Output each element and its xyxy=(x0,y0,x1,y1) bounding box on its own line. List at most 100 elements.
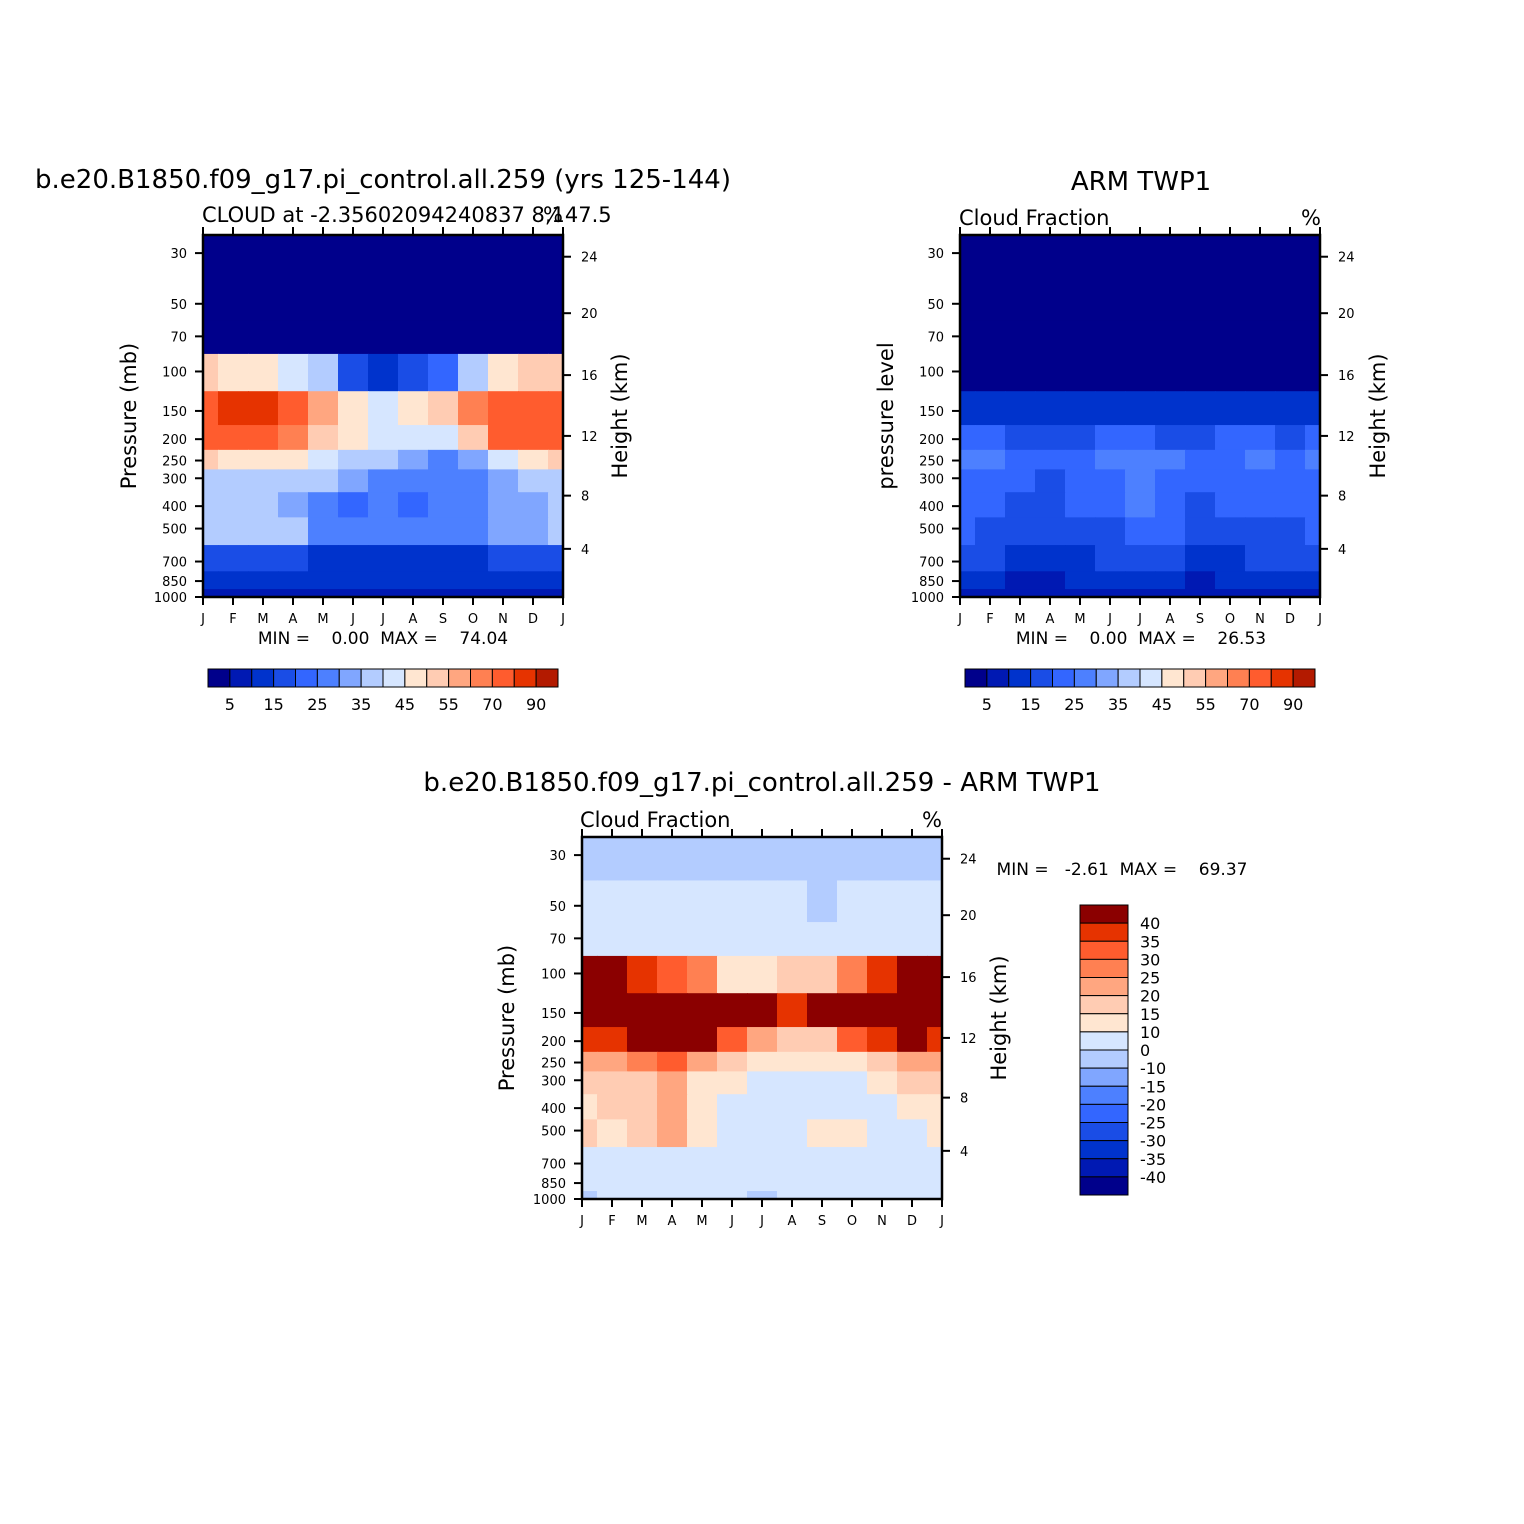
heatmap-cell xyxy=(975,571,1006,590)
panel-obs-stats: MIN = 0.00 MAX = 26.53 xyxy=(1016,629,1266,649)
heatmap-cell xyxy=(218,449,249,471)
heatmap-cell xyxy=(597,880,628,923)
panel-obs-subtitle-right: % xyxy=(1301,206,1321,230)
y-tick-label: 400 xyxy=(919,500,944,515)
heatmap-cell xyxy=(657,1051,688,1073)
heatmap-cell xyxy=(777,1173,808,1192)
y-tick-label: 1000 xyxy=(911,591,944,606)
heatmap-cell xyxy=(687,1119,718,1148)
heatmap-cell xyxy=(1155,449,1186,471)
colorbar-swatch xyxy=(1079,1085,1129,1105)
heatmap-cell xyxy=(278,320,309,355)
heatmap-cell xyxy=(597,837,628,882)
heatmap-cell xyxy=(398,589,429,597)
heatmap-cell xyxy=(1245,353,1276,393)
heatmap-cell xyxy=(1275,425,1306,451)
heatmap-cell xyxy=(960,517,976,546)
colorbar-label: 10 xyxy=(1140,1023,1160,1042)
heatmap-cell xyxy=(927,1173,942,1192)
heatmap-cell xyxy=(248,492,279,519)
heatmap-cell xyxy=(1125,425,1156,451)
heatmap-cell xyxy=(657,1027,688,1053)
heatmap-cell xyxy=(627,955,658,995)
heatmap-cell xyxy=(368,235,399,280)
colorbar-swatch xyxy=(1052,668,1075,688)
heatmap-cell xyxy=(1035,449,1066,471)
heatmap-cell xyxy=(278,589,309,597)
heatmap-cell xyxy=(747,955,778,995)
colorbar-swatch xyxy=(1183,668,1207,688)
heatmap-cell xyxy=(1035,469,1066,494)
y-tick-label: 70 xyxy=(549,932,566,947)
heatmap-cell xyxy=(927,1119,942,1148)
heatmap-cell xyxy=(1005,425,1036,451)
heatmap-cell xyxy=(867,1051,898,1073)
colorbar-label: 70 xyxy=(482,695,502,714)
colorbar-swatch xyxy=(1095,668,1119,688)
x-tick-label: A xyxy=(668,1214,677,1229)
heatmap-cell xyxy=(960,589,976,597)
heatmap-cell xyxy=(657,880,688,923)
heatmap-cell xyxy=(458,320,489,355)
heatmap-cell xyxy=(1305,571,1320,590)
colorbar-swatch xyxy=(986,668,1010,688)
heatmap-cell xyxy=(1275,235,1306,280)
heatmap-cell xyxy=(338,425,369,451)
x-tick-label: S xyxy=(1196,612,1204,627)
heatmap-cell xyxy=(218,320,249,355)
heatmap-cell xyxy=(867,1094,898,1121)
y-tick-label: 850 xyxy=(162,575,187,590)
heatmap-cell xyxy=(717,1147,748,1175)
heatmap-cell xyxy=(777,922,808,957)
heatmap-cell xyxy=(518,320,549,355)
heatmap-cell xyxy=(837,1094,868,1121)
heatmap-cell xyxy=(627,1071,658,1096)
y-tick-label: 700 xyxy=(162,556,187,571)
panel-model-title: b.e20.B1850.f09_g17.pi_control.all.259 (… xyxy=(35,165,731,195)
heatmap-cell xyxy=(927,837,942,882)
heatmap-cell xyxy=(1155,545,1186,573)
heatmap-cell xyxy=(627,1119,658,1148)
y-tick-label: 50 xyxy=(927,298,944,313)
heatmap-cell xyxy=(582,1027,598,1053)
heatmap-cell xyxy=(1095,425,1126,451)
heatmap-cell xyxy=(548,278,563,321)
heatmap-cell xyxy=(867,837,898,882)
heatmap-cell xyxy=(1125,278,1156,321)
heatmap-cell xyxy=(1125,545,1156,573)
panel-obs-plot-area: J F M A M J J A S O N D J 30 50 70 100 150 200 250 300 400 500… xyxy=(911,227,1355,627)
y-tick-label: 100 xyxy=(541,967,566,982)
heatmap-cell xyxy=(1185,278,1216,321)
heatmap-cell xyxy=(518,391,549,426)
heatmap-cell xyxy=(1065,571,1096,590)
heatmap-cell xyxy=(927,1191,942,1199)
heatmap-cell xyxy=(897,1071,928,1096)
heatmap-cell xyxy=(1185,545,1216,573)
colorbar-swatch xyxy=(1079,1122,1129,1142)
heatmap-cell xyxy=(488,571,519,590)
heatmap-cell xyxy=(627,837,658,882)
heatmap-cell xyxy=(1005,353,1036,393)
heatmap-cell xyxy=(518,425,549,451)
colorbar-swatch xyxy=(1248,668,1272,688)
heatmap-cell xyxy=(1275,469,1306,494)
heatmap-cell xyxy=(927,955,942,995)
heatmap-cell xyxy=(747,1094,778,1121)
heatmap-cell xyxy=(518,571,549,590)
heatmap-cell xyxy=(548,545,563,573)
heatmap-cell xyxy=(203,469,219,494)
y-tick-label: 150 xyxy=(541,1007,566,1022)
heatmap-cell xyxy=(278,545,309,573)
heatmap-cell xyxy=(1305,353,1320,393)
heatmap-cell xyxy=(777,1027,808,1053)
colorbar-label: 20 xyxy=(1140,987,1160,1006)
heatmap-cell xyxy=(1245,278,1276,321)
heatmap-cell xyxy=(1185,353,1216,393)
heatmap-cell xyxy=(1275,320,1306,355)
heatmap-cell xyxy=(1245,235,1276,280)
heatmap-cell xyxy=(1215,320,1246,355)
heatmap-cell xyxy=(308,278,339,321)
heatmap-cell xyxy=(1095,492,1126,519)
heatmap-cell xyxy=(368,469,399,494)
